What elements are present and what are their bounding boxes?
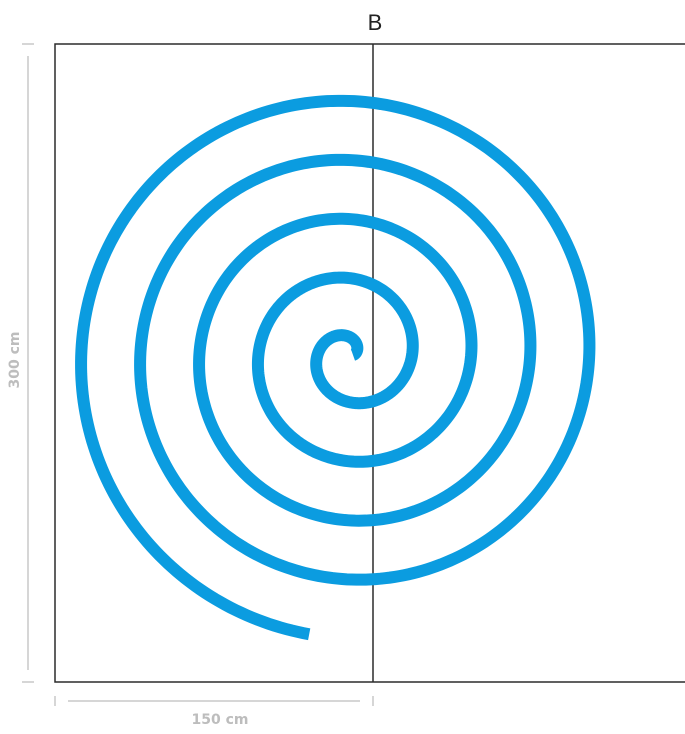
height-dimension-label: 300 cm [7,331,23,389]
spiral-pattern [75,94,596,641]
panel-label: B [367,10,383,35]
dimension-guides [22,43,374,706]
wall-outline [54,43,685,683]
width-dimension-label: 150 cm [191,712,249,728]
